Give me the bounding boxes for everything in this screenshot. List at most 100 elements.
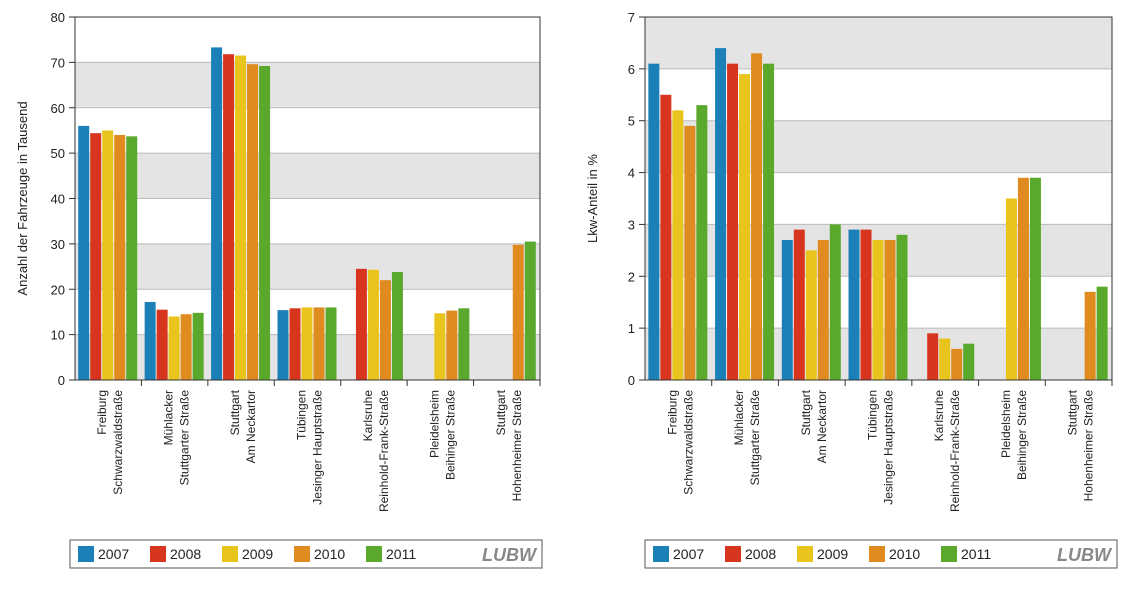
x-tick-label-group: Stuttgart Am Neckartor — [228, 389, 258, 463]
bar — [1096, 286, 1108, 380]
x-tick-label: Jesinger Hauptstraße — [882, 390, 896, 505]
x-tick-label: Karlsruhe — [932, 390, 946, 442]
bar — [805, 250, 817, 380]
bar — [289, 308, 301, 380]
y-tick-label: 7 — [628, 10, 635, 25]
x-tick-label-group: Karlsruhe Reinhold-Frank-Straße — [361, 390, 391, 512]
bar — [446, 310, 458, 380]
x-tick-label-group: Tübingen Jesinger Hauptstraße — [866, 390, 896, 505]
bar — [156, 309, 168, 380]
bar — [896, 234, 908, 380]
x-tick-label: Hohenheimer Straße — [1082, 390, 1096, 502]
bar — [355, 268, 367, 380]
y-tick-label: 0 — [628, 373, 635, 388]
bar — [247, 64, 259, 380]
x-tick-label: Freiburg — [95, 390, 109, 435]
bar — [817, 239, 829, 380]
bar — [848, 229, 860, 380]
logo: LUBW — [482, 545, 538, 565]
y-tick-label: 30 — [51, 237, 65, 252]
x-tick-label: Beihinger Straße — [443, 390, 457, 480]
bar — [829, 224, 841, 380]
bar — [884, 239, 896, 380]
bar — [192, 312, 204, 380]
legend-label: 2009 — [817, 546, 848, 562]
bar — [325, 307, 337, 380]
legend-swatch — [150, 546, 166, 562]
grid-band — [75, 62, 540, 108]
bar — [963, 343, 975, 380]
bar — [1017, 177, 1029, 380]
x-tick-label-group: Stuttgart Hohenheimer Straße — [494, 389, 524, 501]
legend-swatch — [366, 546, 382, 562]
x-tick-label: Jesinger Hauptstraße — [311, 390, 325, 505]
y-tick-label: 6 — [628, 62, 635, 77]
x-tick-label: Am Neckartor — [244, 390, 258, 463]
bar — [235, 55, 247, 380]
bar — [781, 239, 793, 380]
x-tick-label: Stuttgarter Straße — [178, 390, 192, 486]
bar — [951, 348, 963, 380]
x-tick-label-group: Mühlacker Stuttgarter Straße — [732, 390, 762, 486]
logo: LUBW — [1057, 545, 1113, 565]
bar — [660, 94, 672, 381]
plot-frame — [644, 16, 1113, 381]
legend-swatch — [941, 546, 957, 562]
grid-band — [75, 243, 540, 290]
x-tick-label-group: Stuttgart Hohenheimer Straße — [1066, 389, 1096, 501]
x-tick-label-group: Pleidelsheim Beihinger Straße — [999, 390, 1029, 480]
y-tick-label: 70 — [51, 55, 65, 70]
bar — [367, 269, 379, 380]
legend-label: 2008 — [170, 546, 201, 562]
bar — [211, 47, 223, 381]
x-tick-label: Mühlacker — [732, 390, 746, 445]
y-axis-label: Lkw-Anteil in % — [585, 154, 600, 243]
x-tick-label: Karlsruhe — [361, 390, 375, 442]
x-tick-label-group: Freiburg Schwarzwaldstraße — [95, 390, 125, 495]
grid-band — [645, 17, 1112, 69]
bar — [672, 110, 684, 380]
legend-swatch — [294, 546, 310, 562]
legend-swatch — [222, 546, 238, 562]
legend-label: 2010 — [889, 546, 920, 562]
x-tick-label: Pleidelsheim — [427, 390, 441, 458]
x-tick-label: Beihinger Straße — [1015, 390, 1029, 480]
legend-label: 2011 — [386, 546, 416, 562]
bar — [379, 280, 391, 380]
bar — [727, 63, 739, 381]
x-tick-label: Freiburg — [665, 390, 679, 435]
legend-swatch — [869, 546, 885, 562]
bar — [927, 333, 939, 380]
y-tick-label: 2 — [628, 269, 635, 284]
x-tick-label: Stuttgart — [228, 389, 242, 435]
y-tick-label: 80 — [51, 10, 65, 25]
y-tick-label: 40 — [51, 192, 65, 207]
y-tick-label: 4 — [628, 166, 635, 181]
x-tick-label-group: Tübingen Jesinger Hauptstraße — [295, 390, 325, 505]
x-tick-label: Stuttgart — [799, 389, 813, 435]
legend-label: 2007 — [673, 546, 704, 562]
bar — [860, 229, 872, 380]
y-tick-label: 5 — [628, 114, 635, 129]
x-tick-label: Tübingen — [866, 390, 880, 440]
legend-swatch — [78, 546, 94, 562]
x-tick-label: Tübingen — [295, 390, 309, 440]
y-tick-label: 60 — [51, 101, 65, 116]
bar — [277, 310, 289, 380]
legend-label: 2011 — [961, 546, 991, 562]
bar — [1029, 177, 1041, 380]
bar — [458, 308, 470, 380]
y-axis-label: Anzahl der Fahrzeuge in Tausend — [15, 101, 30, 295]
bar — [739, 74, 751, 381]
bar — [114, 134, 126, 380]
bar — [180, 314, 192, 380]
legend-label: 2008 — [745, 546, 776, 562]
x-tick-label: Pleidelsheim — [999, 390, 1013, 458]
bar — [751, 53, 763, 381]
bar — [391, 272, 403, 380]
bar — [126, 136, 138, 380]
bar — [168, 316, 180, 380]
x-tick-label: Reinhold-Frank-Straße — [377, 390, 391, 512]
